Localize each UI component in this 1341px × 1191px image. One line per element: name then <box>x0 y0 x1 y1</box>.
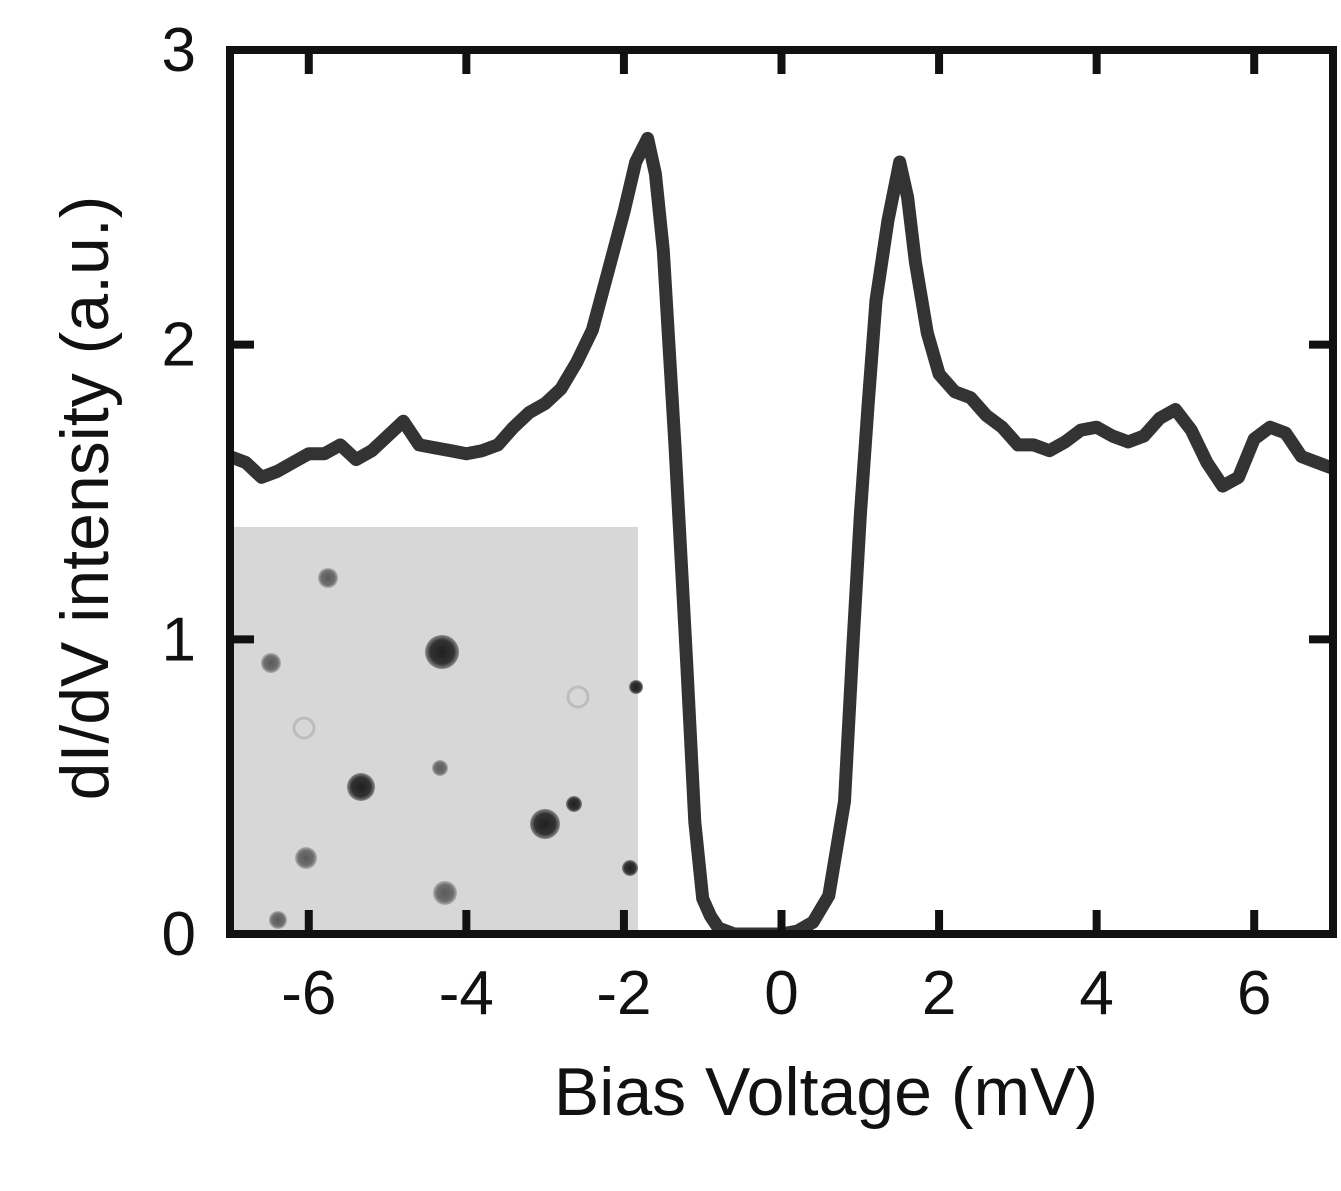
x-tick-label: 0 <box>764 959 798 1028</box>
stm-topography-inset <box>234 527 643 931</box>
inset-adatom <box>433 881 457 905</box>
inset-adatom <box>566 796 582 812</box>
inset-adatom <box>295 847 317 869</box>
x-tick-labels: -6 -4 -2 0 2 4 6 <box>281 959 1271 1028</box>
x-tick-label: -2 <box>596 959 651 1028</box>
series-line-0 <box>230 131 1333 934</box>
axis-ticks <box>230 46 1333 938</box>
y-tick-labels: 0 1 2 3 <box>162 16 196 969</box>
inset-adatom <box>347 773 375 801</box>
x-tick-label: -4 <box>439 959 494 1028</box>
inset-vacancy <box>566 685 590 709</box>
inset-adatom <box>530 809 560 839</box>
y-tick-label: 2 <box>162 311 196 380</box>
inset-adatom <box>425 635 459 669</box>
y-axis-label: dI/dV intensity (a.u.) <box>47 196 123 801</box>
x-tick-label: 2 <box>922 959 956 1028</box>
y-tick-label: 3 <box>162 16 196 85</box>
x-tick-label: 6 <box>1237 959 1271 1028</box>
inset-adatom <box>432 760 448 776</box>
x-tick-label: 4 <box>1079 959 1113 1028</box>
inset-adatom <box>269 911 287 929</box>
x-tick-label: -6 <box>281 959 336 1028</box>
inset-vacancy <box>292 716 316 740</box>
inset-adatom <box>261 653 281 673</box>
inset-adatom <box>629 680 643 694</box>
y-tick-label: 1 <box>162 605 196 674</box>
inset-adatom <box>622 860 638 876</box>
inset-adatom <box>318 568 338 588</box>
y-tick-label: 0 <box>162 900 196 969</box>
x-axis-label: Bias Voltage (mV) <box>554 1054 1098 1130</box>
